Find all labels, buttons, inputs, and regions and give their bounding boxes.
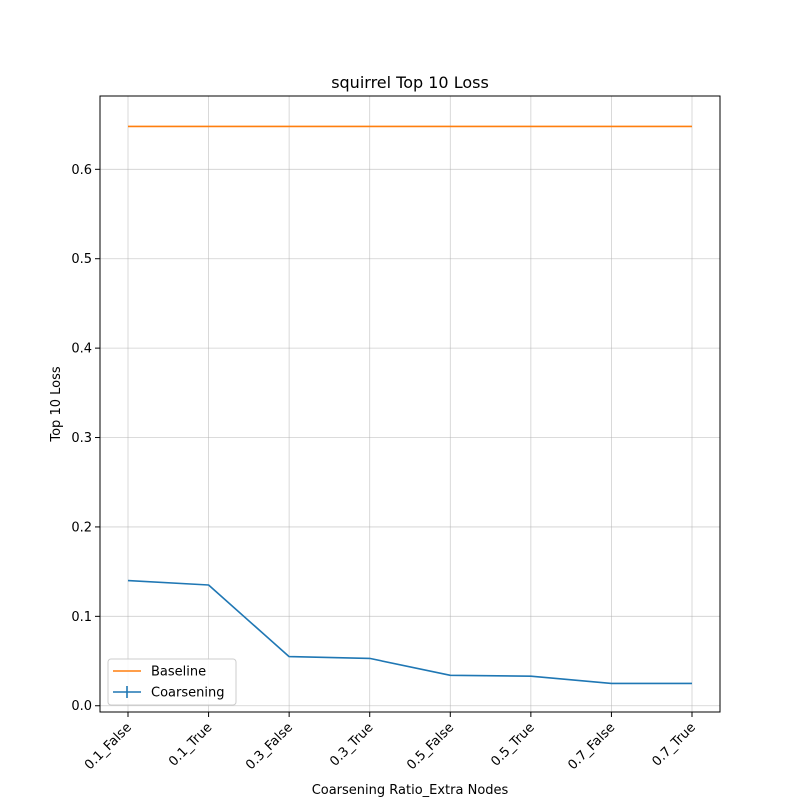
chart-title: squirrel Top 10 Loss [331, 73, 489, 92]
y-tick-label: 0.5 [71, 252, 92, 267]
x-tick-label: 0.7_True [649, 720, 698, 769]
y-tick-label: 0.1 [71, 610, 92, 625]
series-layer [127, 125, 692, 685]
y-tick-label: 0.3 [71, 431, 92, 446]
x-tick-label: 0.1_True [166, 720, 215, 769]
x-tick-label: 0.3_False [243, 720, 296, 773]
x-tick-label: 0.1_False [82, 720, 135, 773]
x-axis: 0.1_False 0.1_True 0.3_False 0.3_True 0.5_Fa… [82, 712, 699, 773]
y-axis: 0.0 0.1 0.2 0.3 0.4 0.5 0.6 [71, 163, 100, 714]
legend: Baseline Coarsening [107, 658, 237, 706]
x-tick-label: 0.5_True [488, 720, 537, 769]
plot-frame [99, 95, 721, 713]
y-tick-label: 0.0 [71, 699, 92, 714]
x-tick-label: 0.3_True [327, 720, 376, 769]
x-tick-label: 0.5_False [404, 720, 457, 773]
legend-label: Baseline [151, 665, 206, 680]
y-tick-label: 0.6 [71, 163, 92, 178]
y-axis-label: Top 10 Loss [49, 366, 64, 442]
x-tick-label: 0.7_False [565, 720, 618, 773]
x-axis-label: Coarsening Ratio_Extra Nodes [312, 783, 509, 798]
y-tick-label: 0.2 [71, 520, 92, 535]
series-line-coarsening [127, 579, 692, 685]
grid [100, 96, 720, 712]
legend-label: Coarsening [151, 686, 224, 701]
y-tick-label: 0.4 [71, 342, 92, 357]
